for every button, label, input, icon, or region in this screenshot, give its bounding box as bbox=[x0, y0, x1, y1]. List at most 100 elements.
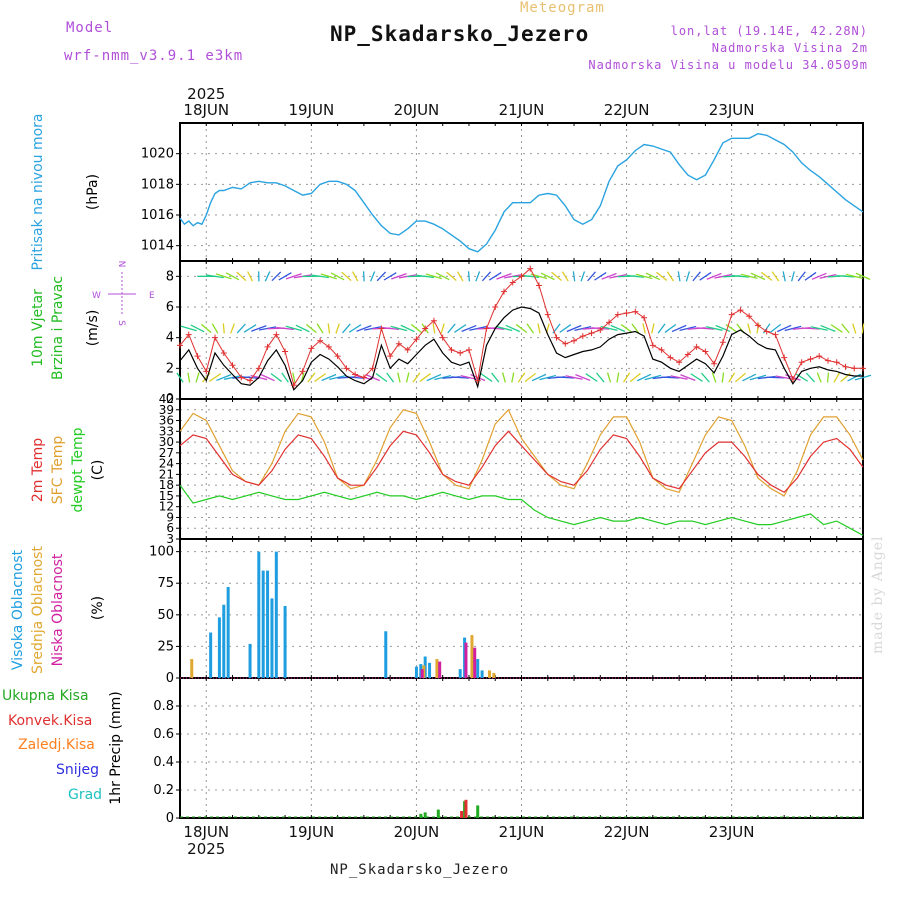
wind-gust-marker bbox=[746, 313, 753, 320]
wind-direction-arrow bbox=[826, 372, 830, 383]
wind-direction-arrow bbox=[854, 374, 872, 381]
wind-direction-arrow bbox=[626, 274, 645, 278]
dewpt-temp-line bbox=[179, 484, 864, 536]
wind-direction-arrow bbox=[801, 327, 820, 330]
wind-gust-marker bbox=[352, 371, 359, 378]
cloud-high-bar bbox=[458, 669, 462, 678]
wind-direction-arrow bbox=[456, 271, 464, 282]
wind-direction-arrow bbox=[381, 326, 400, 331]
wind-direction-arrow bbox=[804, 271, 817, 281]
wind-gust-marker bbox=[754, 322, 761, 329]
wind-direction-arrow bbox=[190, 324, 205, 333]
wind-gust-marker bbox=[824, 357, 831, 364]
temperature-tick-label: 30 bbox=[159, 435, 174, 449]
compass-e: E bbox=[149, 291, 155, 301]
cloud-ylabel: (%) bbox=[90, 596, 106, 620]
wind-gust-marker bbox=[623, 310, 630, 317]
wind-gust-marker bbox=[571, 337, 578, 344]
wind-direction-arrow bbox=[434, 374, 452, 381]
wind-direction-arrow bbox=[400, 324, 415, 333]
pressure-tick-label: 1020 bbox=[141, 147, 174, 162]
cloud-high-bar bbox=[217, 617, 221, 678]
cloud-low-bar bbox=[473, 647, 477, 678]
wind-direction-arrow bbox=[830, 324, 843, 333]
wind-direction-arrow bbox=[375, 373, 388, 383]
station-altitude: Nadmorska Visina 2m bbox=[711, 41, 868, 55]
wind-direction-arrow bbox=[206, 274, 224, 279]
pressure-tick-label: 1014 bbox=[141, 239, 174, 254]
wind-gust-marker bbox=[282, 348, 289, 355]
wind-direction-arrow bbox=[505, 324, 521, 333]
wind-direction-arrow bbox=[515, 323, 528, 334]
wind-gust-marker bbox=[562, 340, 569, 347]
clouds-tick-label: 0 bbox=[166, 671, 174, 686]
wind-direction-arrow bbox=[488, 272, 502, 281]
wind-direction-arrow bbox=[657, 323, 666, 334]
wind-gust-marker bbox=[387, 353, 394, 360]
wind-direction-arrow bbox=[769, 323, 782, 334]
wind-gust-marker bbox=[229, 362, 236, 369]
wind-direction-arrow bbox=[330, 272, 345, 281]
cloud-mid-title: Srednja Oblacnost bbox=[30, 546, 46, 674]
temperature-tick-label: 42 bbox=[159, 392, 174, 406]
wind-direction-arrow bbox=[845, 273, 863, 279]
wind-direction-arrow bbox=[496, 272, 512, 280]
temperature-tick-label: 12 bbox=[159, 500, 174, 514]
wind-gust-marker bbox=[343, 365, 350, 372]
wind-gust-marker bbox=[579, 333, 586, 340]
wind-direction-arrow bbox=[766, 376, 785, 379]
precip-total-bar bbox=[436, 809, 440, 818]
wind-direction-arrow bbox=[711, 372, 717, 383]
temp-2m-line bbox=[179, 430, 864, 494]
wind-direction-arrow bbox=[776, 324, 792, 333]
wind-gust-marker bbox=[553, 334, 560, 341]
wind-direction-arrow bbox=[749, 374, 767, 381]
day-label-bottom: 18JUN bbox=[183, 823, 229, 841]
wind-direction-arrow bbox=[316, 323, 324, 334]
wind-direction-arrow bbox=[656, 271, 668, 281]
wind-gust-marker bbox=[492, 304, 499, 310]
wind-direction-arrow bbox=[575, 374, 591, 382]
wind-gust-marker bbox=[789, 376, 796, 383]
wind-direction-arrow bbox=[480, 373, 493, 382]
clouds-tick-label: 50 bbox=[157, 608, 174, 623]
wind-direction-arrow bbox=[260, 373, 275, 382]
wind-direction-arrow bbox=[670, 375, 688, 380]
temp-ylabel: (C) bbox=[90, 460, 106, 481]
wind-direction-arrow bbox=[805, 372, 816, 383]
wind-direction-arrow bbox=[440, 323, 445, 334]
wind-gust-marker bbox=[238, 374, 245, 381]
wind-direction-arrow bbox=[731, 274, 750, 278]
cloud-low-title: Niska Oblacnost bbox=[50, 553, 66, 666]
wind-direction-arrow bbox=[735, 372, 746, 383]
wind-direction-arrow bbox=[690, 373, 703, 382]
wind-direction-arrow bbox=[728, 372, 736, 383]
footer-station: NP_Skadarsko_Jezero bbox=[330, 862, 510, 878]
wind-gust-marker bbox=[500, 288, 507, 295]
wind-direction-arrow bbox=[180, 325, 197, 332]
legend-snow: Snijeg bbox=[56, 762, 99, 778]
wind-gust-marker bbox=[518, 273, 525, 280]
wind-gust-marker bbox=[264, 343, 271, 350]
cloud-mid-bar bbox=[422, 665, 426, 678]
wind-direction-arrow bbox=[215, 273, 232, 280]
temperature-tick-label: 18 bbox=[159, 478, 174, 492]
wind-direction-arrow bbox=[587, 271, 596, 282]
wind-tick-label: 4 bbox=[166, 331, 174, 346]
wind-direction-arrow bbox=[225, 272, 240, 281]
wind-direction-arrow bbox=[721, 372, 725, 383]
wind-direction-arrow bbox=[692, 271, 701, 282]
wind-direction-arrow bbox=[594, 271, 607, 281]
wind-tick-label: 8 bbox=[166, 269, 174, 284]
wind-gust-marker bbox=[212, 334, 219, 341]
pressure-panel: 1014 1016 1018 1020 bbox=[141, 122, 864, 262]
wind-direction-arrow bbox=[278, 272, 292, 281]
wind-gust-marker bbox=[719, 339, 726, 346]
wind-direction-arrow bbox=[706, 272, 722, 280]
pressure-tick-label: 1016 bbox=[141, 208, 174, 223]
model-version: wrf-nmm_v3.9.1 e3km bbox=[64, 48, 244, 64]
wind-gust-marker bbox=[606, 319, 613, 326]
wind-direction-arrow bbox=[481, 271, 492, 282]
wind-gust-marker bbox=[290, 382, 297, 389]
